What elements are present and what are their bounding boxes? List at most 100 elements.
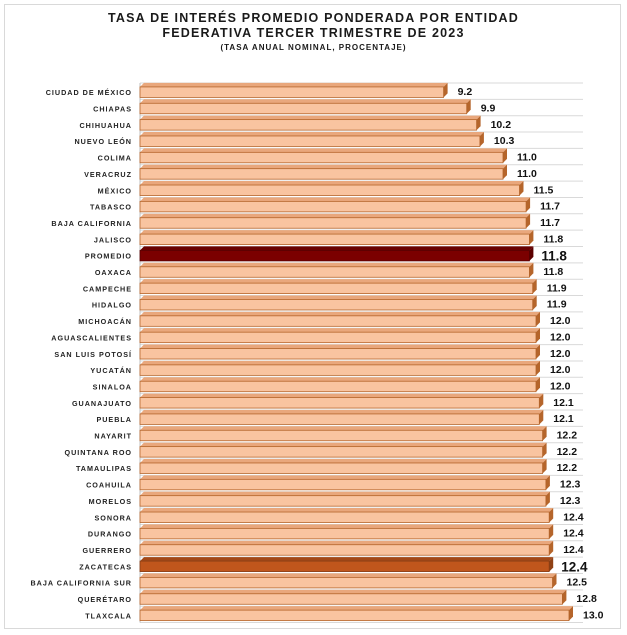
bar-side — [552, 573, 557, 588]
value-label: 12.2 — [557, 446, 578, 458]
category-label: VERACRUZ — [84, 170, 132, 179]
value-label: 12.4 — [561, 559, 588, 574]
category-label: JALISCO — [94, 235, 132, 244]
value-label: 12.4 — [563, 528, 584, 540]
bar — [139, 609, 570, 622]
category-label: TAMAULIPAS — [76, 464, 132, 473]
bar-top — [140, 589, 567, 594]
bar — [139, 446, 544, 458]
bar-side — [545, 491, 550, 507]
bar — [139, 135, 481, 147]
bar — [139, 282, 534, 295]
category-label: AGUASCALIENTES — [51, 333, 132, 342]
bar-top — [140, 491, 550, 496]
bar-side — [549, 540, 554, 556]
bar-side — [562, 589, 567, 605]
bar-top — [140, 213, 531, 218]
bar-top — [140, 246, 534, 251]
bar-side — [536, 328, 540, 343]
category-label: CHIHUAHUA — [79, 121, 132, 130]
bar-top — [140, 311, 540, 316]
bar-side — [479, 131, 484, 147]
bar-side — [519, 181, 524, 196]
category-label: GUERRERO — [82, 546, 132, 555]
bar — [139, 168, 504, 180]
category-label: MICHOACÁN — [78, 317, 132, 326]
bar-side — [503, 148, 507, 163]
value-label: 11.9 — [547, 282, 567, 294]
value-label: 13.0 — [583, 609, 604, 621]
bar-top — [140, 148, 507, 153]
category-label: PUEBLA — [96, 415, 132, 424]
bar-side — [539, 409, 544, 425]
bar-side — [529, 230, 534, 245]
bar — [139, 184, 520, 196]
bar-top — [140, 295, 537, 300]
bar-top — [140, 279, 537, 284]
bar — [139, 478, 547, 491]
bar-top — [140, 230, 534, 235]
value-label: 11.8 — [543, 233, 563, 245]
bar-side — [542, 442, 547, 458]
bar-top — [140, 393, 544, 398]
bar — [139, 593, 563, 605]
value-label: 12.0 — [550, 315, 571, 327]
bar-side — [476, 115, 481, 131]
value-label: 11.8 — [543, 266, 563, 278]
bar-top — [140, 115, 481, 120]
bar-top — [140, 82, 448, 87]
value-label: 12.2 — [557, 462, 578, 474]
bar — [139, 119, 478, 131]
value-label: 9.9 — [481, 103, 496, 115]
category-label: MORELOS — [89, 497, 132, 506]
bar-top — [140, 524, 554, 529]
bar — [139, 151, 504, 164]
value-label: 12.3 — [560, 479, 581, 491]
bar-side — [542, 426, 547, 441]
category-label: CHIAPAS — [93, 105, 132, 114]
category-label: MÉXICO — [98, 186, 132, 195]
bar-side — [539, 393, 544, 409]
value-label: 12.0 — [550, 380, 571, 392]
bar-side — [536, 360, 540, 376]
bar-top — [140, 164, 507, 169]
chart-subtitle: (TASA ANUAL NOMINAL, PROCENTAJE) — [220, 43, 407, 52]
bar-top — [140, 344, 540, 349]
bar — [139, 266, 530, 278]
bar-top — [140, 131, 484, 136]
bar — [139, 429, 544, 442]
bar-side — [443, 82, 448, 98]
category-label: BAJA CALIFORNIA SUR — [30, 579, 132, 588]
category-label: NUEVO LEÓN — [74, 137, 132, 146]
bar-top — [140, 360, 540, 365]
category-label: TABASCO — [90, 203, 132, 212]
value-label: 11.7 — [540, 217, 560, 229]
bar-top — [140, 262, 534, 267]
chart-title-line2: FEDERATIVA TERCER TRIMESTRE DE 2023 — [162, 26, 465, 40]
bar-top — [140, 426, 547, 431]
value-label: 12.0 — [550, 331, 571, 343]
category-label: NAYARIT — [94, 432, 132, 441]
category-label: CAMPECHE — [83, 284, 132, 293]
bar — [139, 364, 537, 376]
value-label: 12.1 — [553, 413, 574, 425]
value-label: 10.2 — [491, 119, 512, 131]
bar — [139, 413, 540, 425]
bar-side — [536, 377, 540, 392]
bar-side — [529, 262, 534, 278]
category-label: YUCATÁN — [90, 366, 132, 375]
bar-side — [526, 197, 531, 212]
category-label: TLAXCALA — [85, 611, 132, 620]
value-label: 11.0 — [517, 168, 537, 180]
bar — [139, 86, 445, 98]
bar-top — [140, 409, 544, 414]
category-label: QUINTANA ROO — [65, 448, 133, 457]
category-label: CIUDAD DE MÉXICO — [46, 88, 132, 97]
bar-side — [466, 99, 471, 114]
bar-top — [140, 557, 554, 562]
bar — [139, 233, 530, 245]
category-label: SAN LUIS POTOSÍ — [54, 350, 132, 359]
value-label: 11.8 — [541, 249, 567, 264]
bar-top — [140, 181, 524, 186]
